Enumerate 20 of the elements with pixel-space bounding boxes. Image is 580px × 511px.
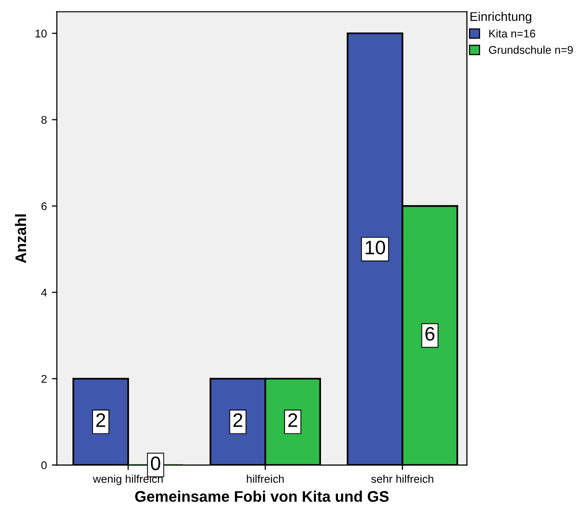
legend-label: Kita n=16 [489, 29, 536, 38]
y-tick-label: 8 [41, 116, 47, 124]
y-tick-label: 2 [42, 374, 47, 383]
data-label: 0 [150, 456, 160, 470]
data-label: 6 [425, 326, 434, 341]
data-label: 2 [288, 413, 298, 427]
y-tick-label: 4 [41, 288, 47, 296]
x-axis-title: Gemeinsame Fobi von Kita und GS [135, 490, 389, 502]
y-axis-title: Anzahl [14, 214, 26, 264]
x-tick-label: sehr hilfreich [371, 474, 434, 483]
y-tick-label: 0 [41, 461, 47, 470]
data-label: 2 [233, 413, 242, 427]
x-tick-label: wenig hilfreich [92, 474, 163, 486]
data-label: 10 [366, 240, 386, 254]
y-tick-label: 6 [42, 202, 47, 210]
data-label: 2 [96, 413, 106, 427]
x-tick-label: hilfreich [246, 474, 284, 483]
legend-label: Grundschule n=9 [488, 46, 573, 54]
legend-title: Einrichtung [470, 12, 532, 24]
y-tick-label: 10 [36, 30, 47, 38]
